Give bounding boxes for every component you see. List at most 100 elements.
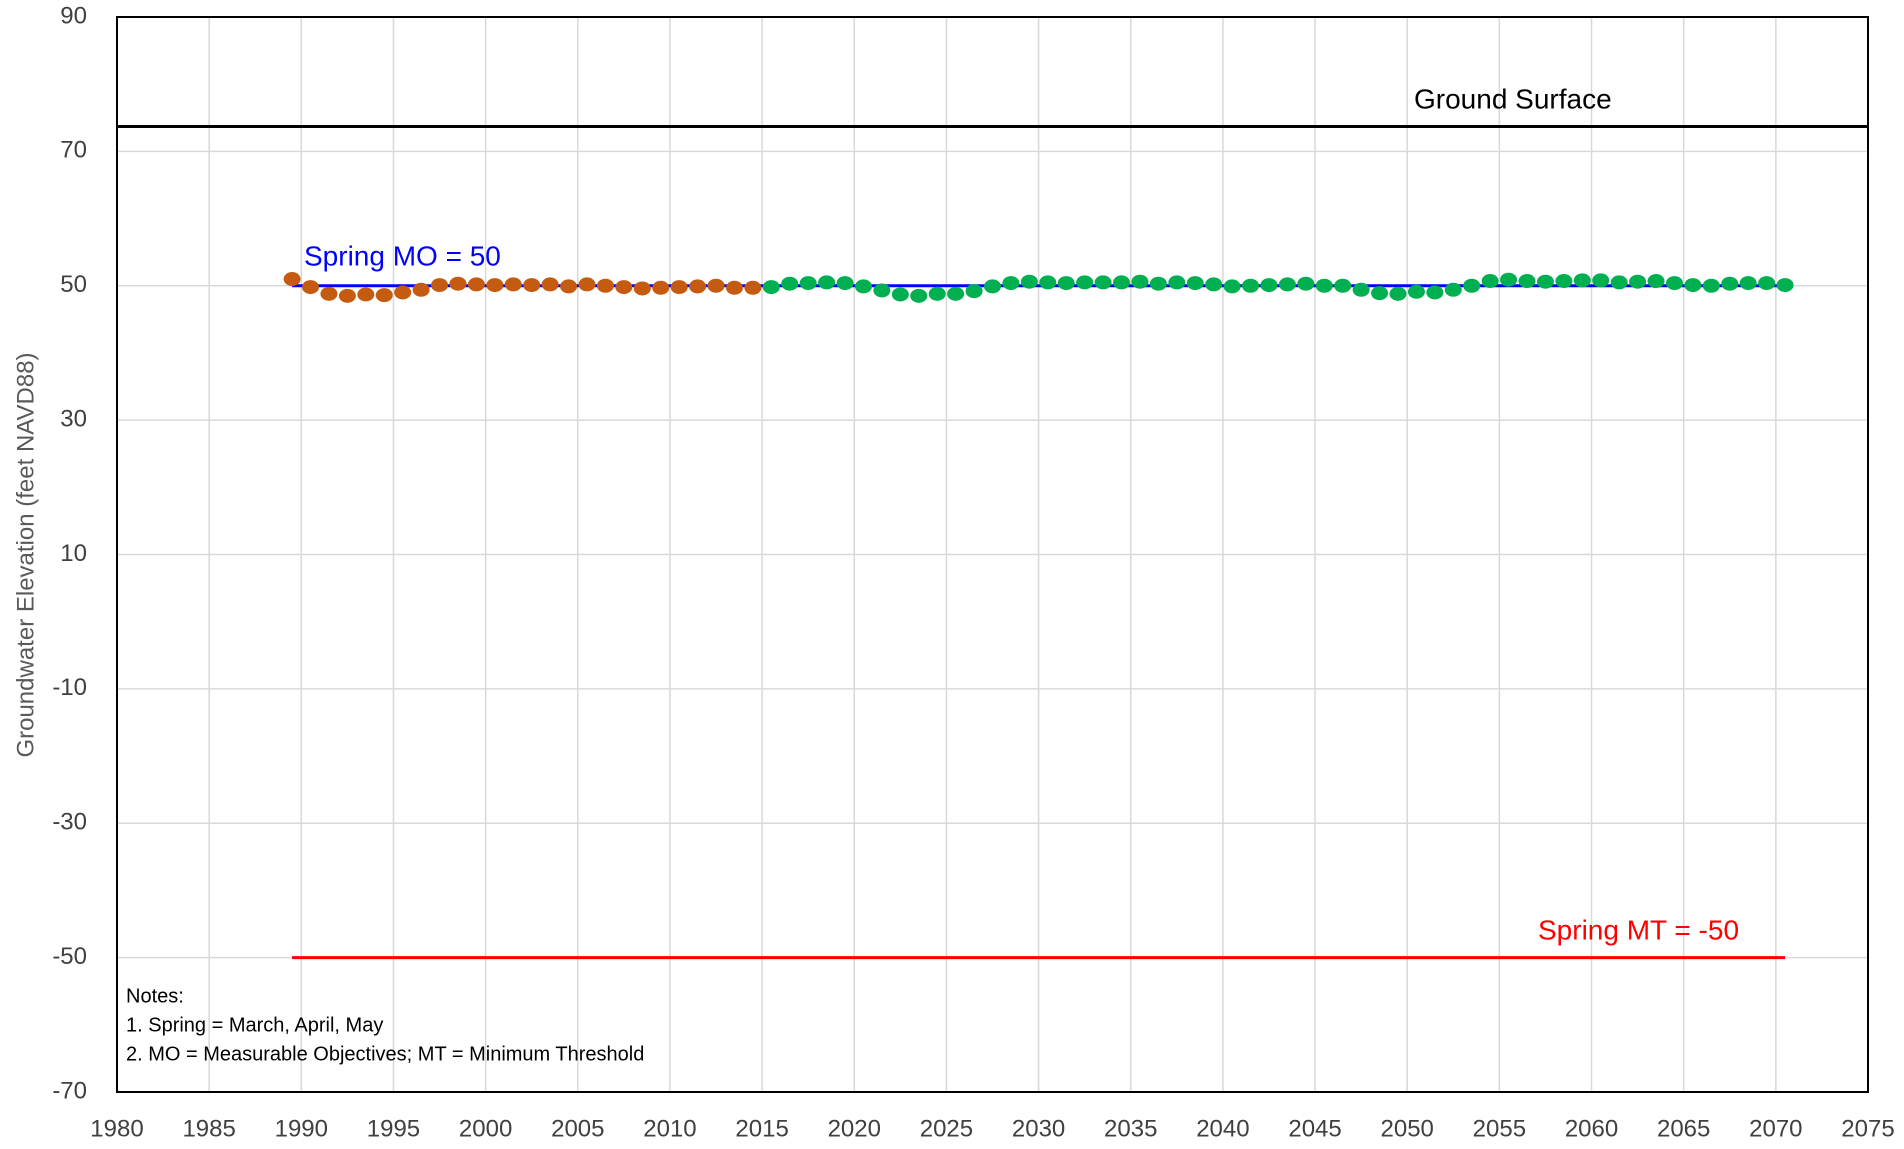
data-point	[302, 280, 320, 295]
reference-label: Ground Surface	[1414, 83, 1612, 114]
data-point	[836, 276, 854, 291]
data-point	[762, 280, 780, 295]
data-point	[375, 288, 393, 303]
data-point	[504, 277, 522, 292]
data-point	[652, 280, 670, 295]
x-tick-label: 2010	[643, 1115, 696, 1142]
x-tick-label: 2000	[459, 1115, 512, 1142]
y-tick-label: 30	[60, 405, 87, 432]
data-point	[1776, 278, 1794, 293]
x-tick-label: 2005	[551, 1115, 604, 1142]
data-point	[1739, 276, 1757, 291]
data-point	[523, 278, 541, 293]
reference-label: Spring MO = 50	[304, 240, 501, 271]
x-tick-label: 2060	[1565, 1115, 1618, 1142]
note: 1. Spring = March, April, May	[126, 1014, 383, 1036]
data-point	[670, 280, 688, 295]
x-tick-label: 2030	[1012, 1115, 1065, 1142]
x-tick-label: 2040	[1196, 1115, 1249, 1142]
x-tick-label: 1985	[182, 1115, 235, 1142]
data-point	[1260, 278, 1278, 293]
x-tick-label: 2070	[1749, 1115, 1802, 1142]
data-point	[891, 287, 909, 302]
x-tick-label: 2025	[920, 1115, 973, 1142]
x-tick-label: 2035	[1104, 1115, 1157, 1142]
data-point	[467, 277, 485, 292]
data-point	[1039, 275, 1057, 290]
data-point	[1076, 275, 1094, 290]
data-point	[1684, 278, 1702, 293]
data-point	[1205, 277, 1223, 292]
data-point	[781, 276, 799, 291]
data-point	[1702, 278, 1720, 293]
data-point	[1573, 273, 1591, 288]
data-point	[1002, 276, 1020, 291]
data-point	[1463, 278, 1481, 293]
data-point	[1647, 274, 1665, 289]
data-point	[1149, 276, 1167, 291]
x-tick-label: 2055	[1473, 1115, 1526, 1142]
data-point	[1500, 272, 1518, 287]
x-tick-label: 2065	[1657, 1115, 1710, 1142]
data-point	[1352, 282, 1370, 297]
data-point	[1020, 274, 1038, 289]
data-point	[1721, 276, 1739, 291]
data-point	[707, 278, 725, 293]
data-point	[431, 278, 449, 293]
data-point	[320, 286, 338, 301]
data-point	[1371, 286, 1389, 301]
data-point	[1758, 276, 1776, 291]
data-point	[947, 286, 965, 301]
x-tick-label: 2050	[1381, 1115, 1434, 1142]
data-point	[1113, 275, 1131, 290]
x-tick-label: 1990	[275, 1115, 328, 1142]
y-tick-label: 70	[60, 137, 87, 164]
y-tick-label: -10	[52, 674, 87, 701]
data-point	[633, 281, 651, 296]
y-tick-label: 10	[60, 540, 87, 567]
y-tick-label: -50	[52, 943, 87, 970]
data-point	[1629, 274, 1647, 289]
y-tick-label: -30	[52, 809, 87, 836]
data-point	[910, 288, 928, 303]
data-point	[449, 276, 467, 291]
data-point	[928, 286, 946, 301]
data-point	[357, 287, 375, 302]
data-point	[984, 279, 1001, 294]
data-point	[394, 285, 412, 300]
data-point	[1168, 275, 1186, 290]
data-point	[1426, 285, 1444, 300]
data-point	[1555, 274, 1573, 289]
data-point	[615, 280, 633, 295]
x-tick-label: 2075	[1841, 1115, 1894, 1142]
data-point	[1131, 274, 1149, 289]
data-point	[1315, 278, 1333, 293]
reference-label: Spring MT = -50	[1538, 914, 1739, 945]
plot-border	[116, 16, 1869, 1093]
y-tick-label: -70	[52, 1077, 87, 1104]
x-tick-label: 1995	[367, 1115, 420, 1142]
data-point	[854, 279, 872, 294]
data-point	[1297, 276, 1315, 291]
data-point	[1592, 273, 1610, 288]
data-point	[1334, 278, 1352, 293]
data-point	[541, 277, 559, 292]
data-point	[412, 282, 430, 297]
data-point	[689, 279, 707, 294]
data-point	[1094, 275, 1112, 290]
data-point	[338, 288, 356, 303]
data-point	[1186, 276, 1204, 291]
data-point	[1536, 274, 1554, 289]
data-point	[965, 284, 983, 299]
data-point	[799, 276, 817, 291]
data-point	[1242, 278, 1260, 293]
data-point	[1407, 284, 1425, 299]
data-point	[1444, 282, 1462, 297]
data-point	[1223, 279, 1241, 294]
x-tick-label: 2015	[735, 1115, 788, 1142]
data-point	[1481, 274, 1499, 289]
data-point	[578, 277, 596, 292]
data-point	[873, 283, 891, 298]
x-tick-label: 1980	[90, 1115, 143, 1142]
y-tick-label: 50	[60, 271, 87, 298]
